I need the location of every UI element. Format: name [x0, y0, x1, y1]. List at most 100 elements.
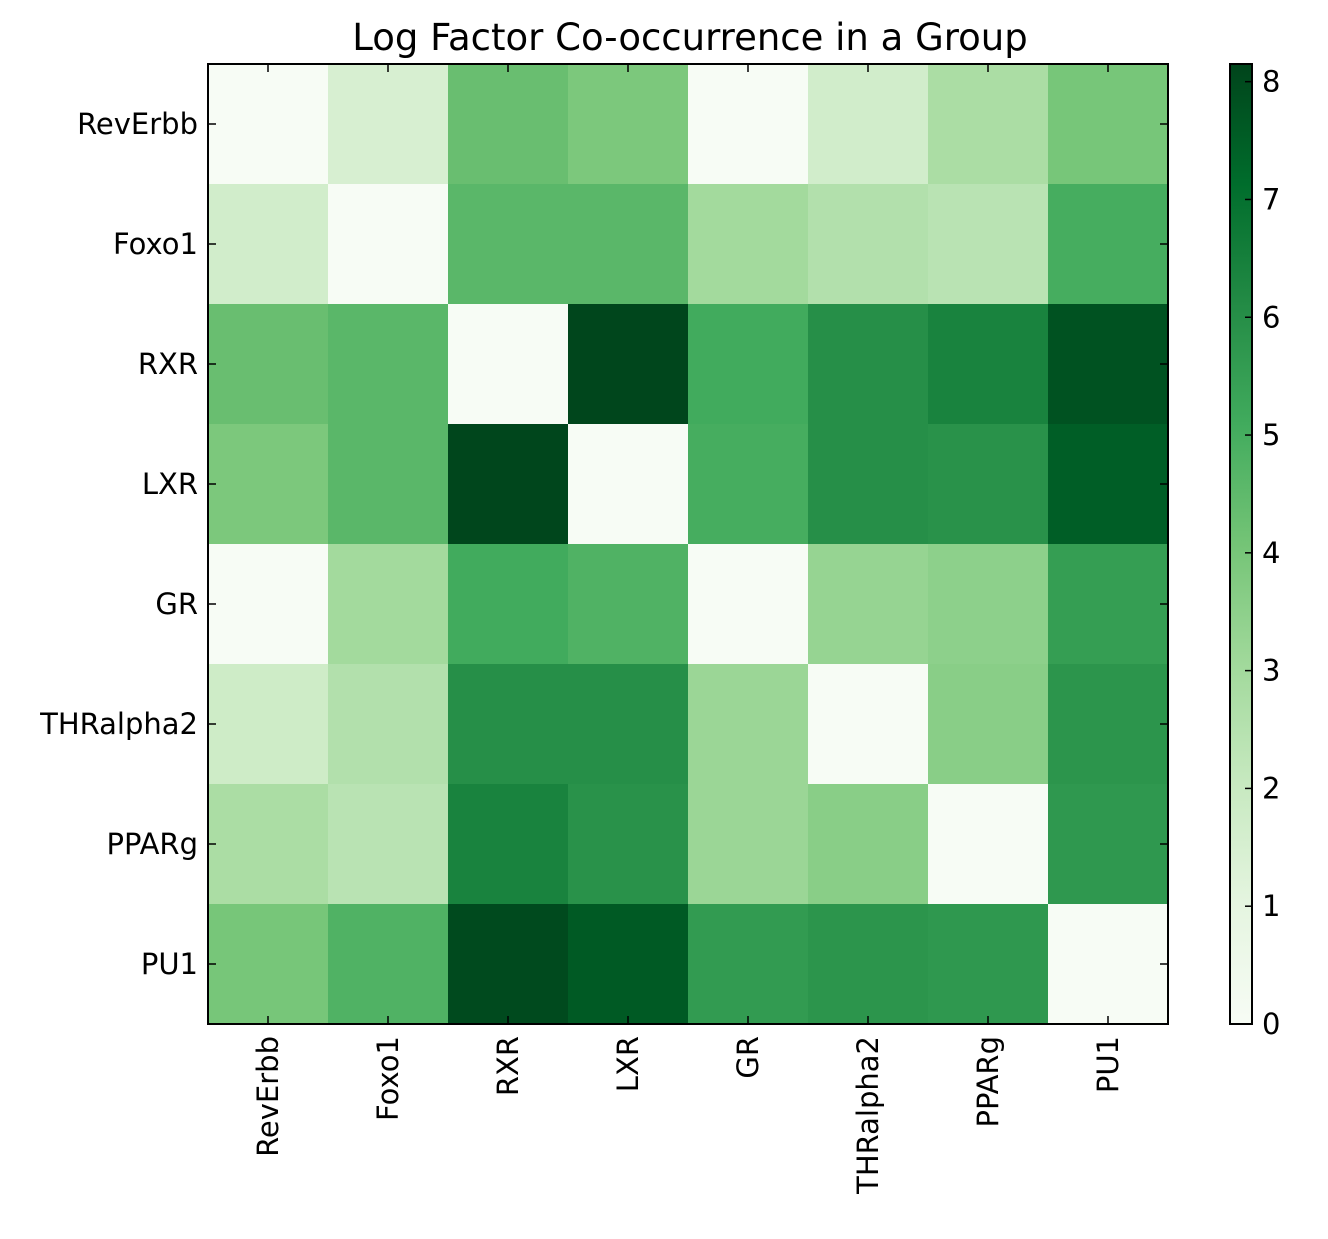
heatmap-cell-RXR-GR: [688, 304, 809, 425]
y-tick-label: GR: [155, 587, 198, 621]
heatmap-cell-Foxo1-PU1: [1048, 184, 1169, 305]
colorbar-tick-label: 7: [1262, 182, 1280, 216]
heatmap-cell-THRalpha2-RevErbb: [208, 664, 329, 785]
x-tick-label: THRalpha2: [851, 1036, 885, 1195]
x-tick-label: Foxo1: [371, 1036, 405, 1121]
heatmap-cell-LXR-THRalpha2: [808, 424, 929, 545]
heatmap-cell-RevErbb-LXR: [568, 64, 689, 185]
heatmap-cell-PU1-PU1: [1048, 904, 1169, 1025]
heatmap-cell-Foxo1-LXR: [568, 184, 689, 305]
colorbar-tick-label: 8: [1262, 65, 1280, 99]
heatmap-cell-RXR-PU1: [1048, 304, 1169, 425]
heatmap-cell-RevErbb-RevErbb: [208, 64, 329, 185]
plot-border: [207, 63, 1169, 1025]
heatmap-cell-PPARg-THRalpha2: [808, 784, 929, 905]
x-tick-label: RevErbb: [251, 1036, 285, 1157]
colorbar-tick-label: 6: [1262, 300, 1280, 334]
plot-frame: [207, 63, 1169, 1025]
heatmap-cell-PU1-RXR: [448, 904, 569, 1025]
heatmap-cell-RevErbb-Foxo1: [328, 64, 449, 185]
heatmap-cell-LXR-LXR: [568, 424, 689, 545]
chart-title: Log Factor Co-occurrence in a Group: [352, 16, 1027, 59]
heatmap-cell-PU1-Foxo1: [328, 904, 449, 1025]
heatmap-cell-RevErbb-GR: [688, 64, 809, 185]
heatmap-cell-THRalpha2-GR: [688, 664, 809, 785]
y-tick-label: PU1: [141, 947, 198, 981]
heatmap-cell-GR-PPARg: [928, 544, 1049, 665]
heatmap-cell-RevErbb-PU1: [1048, 64, 1169, 185]
y-tick-label: Foxo1: [113, 227, 198, 261]
heatmap-cell-PU1-THRalpha2: [808, 904, 929, 1025]
heatmap-cell-Foxo1-THRalpha2: [808, 184, 929, 305]
heatmap-cell-PPARg-RXR: [448, 784, 569, 905]
y-tick-label: RXR: [138, 347, 198, 381]
colorbar-tick-label: 2: [1262, 771, 1280, 805]
heatmap-cell-RXR-PPARg: [928, 304, 1049, 425]
heatmap-cell-THRalpha2-Foxo1: [328, 664, 449, 785]
x-tick-labels: RevErbb Foxo1 RXR LXR GR THRalpha2 PPARg PU1: [251, 1036, 1125, 1195]
heatmap-cell-RevErbb-THRalpha2: [808, 64, 929, 185]
y-tick-label: THRalpha2: [39, 707, 198, 741]
heatmap-cell-Foxo1-RXR: [448, 184, 569, 305]
heatmap-cell-PPARg-LXR: [568, 784, 689, 905]
x-tick-label: LXR: [611, 1036, 645, 1092]
heatmap-cell-GR-Foxo1: [328, 544, 449, 665]
y-tick-label: RevErbb: [77, 107, 198, 141]
heatmap-cell-THRalpha2-THRalpha2: [808, 664, 929, 785]
heatmap-cell-RevErbb-PPARg: [928, 64, 1049, 185]
heatmap-cell-GR-RXR: [448, 544, 569, 665]
colorbar: 0 1 2 3 4 5 6 7 8: [1229, 63, 1280, 1041]
colorbar-tick-label: 4: [1262, 536, 1280, 570]
heatmap-cell-LXR-RXR: [448, 424, 569, 545]
heatmap-cell-THRalpha2-PPARg: [928, 664, 1049, 785]
x-tick-label: RXR: [491, 1036, 525, 1096]
heatmap-cell-GR-LXR: [568, 544, 689, 665]
heatmap-cell-PU1-PPARg: [928, 904, 1049, 1025]
heatmap-cell-GR-RevErbb: [208, 544, 329, 665]
heatmap-cell-PPARg-PU1: [1048, 784, 1169, 905]
heatmap-cell-THRalpha2-PU1: [1048, 664, 1169, 785]
x-tick-label: GR: [731, 1036, 765, 1079]
heatmap-cell-LXR-PU1: [1048, 424, 1169, 545]
heatmap-cell-LXR-GR: [688, 424, 809, 545]
heatmap-cell-PU1-RevErbb: [208, 904, 329, 1025]
heatmap-cell-RXR-LXR: [568, 304, 689, 425]
x-tick-label: PU1: [1091, 1036, 1125, 1093]
heatmap-cell-RevErbb-RXR: [448, 64, 569, 185]
heatmap-cell-LXR-RevErbb: [208, 424, 329, 545]
heatmap-cell-THRalpha2-LXR: [568, 664, 689, 785]
heatmap-cell-Foxo1-Foxo1: [328, 184, 449, 305]
heatmap-cell-RXR-RXR: [448, 304, 569, 425]
heatmap-cell-Foxo1-PPARg: [928, 184, 1049, 305]
heatmap-cell-GR-PU1: [1048, 544, 1169, 665]
heatmap-cell-RXR-THRalpha2: [808, 304, 929, 425]
colorbar-border: [1229, 63, 1253, 1025]
heatmap-cell-PPARg-GR: [688, 784, 809, 905]
heatmap-cell-GR-THRalpha2: [808, 544, 929, 665]
heatmap-cell-LXR-PPARg: [928, 424, 1049, 545]
colorbar-tick-label: 0: [1262, 1007, 1280, 1041]
y-tick-label: LXR: [142, 467, 198, 501]
heatmap-cell-LXR-Foxo1: [328, 424, 449, 545]
colorbar-gradient: [1230, 64, 1252, 1024]
colorbar-tick-label: 3: [1262, 654, 1280, 688]
heatmap-cells: [208, 64, 1169, 1025]
heatmap-cell-PU1-GR: [688, 904, 809, 1025]
y-tick-labels: RevErbb Foxo1 RXR LXR GR THRalpha2 PPARg PU1: [39, 107, 198, 981]
heatmap-cell-THRalpha2-RXR: [448, 664, 569, 785]
heatmap-cell-PPARg-Foxo1: [328, 784, 449, 905]
heatmap-cell-PPARg-RevErbb: [208, 784, 329, 905]
y-tick-label: PPARg: [106, 827, 198, 861]
heatmap-cell-PU1-LXR: [568, 904, 689, 1025]
heatmap-cell-Foxo1-GR: [688, 184, 809, 305]
colorbar-tick-label: 1: [1262, 889, 1280, 923]
heatmap-cell-PPARg-PPARg: [928, 784, 1049, 905]
x-tick-label: PPARg: [971, 1036, 1005, 1128]
colorbar-tick-label: 5: [1262, 418, 1280, 452]
heatmap-cell-GR-GR: [688, 544, 809, 665]
heatmap-cell-RXR-Foxo1: [328, 304, 449, 425]
heatmap-cell-RXR-RevErbb: [208, 304, 329, 425]
heatmap-cell-Foxo1-RevErbb: [208, 184, 329, 305]
